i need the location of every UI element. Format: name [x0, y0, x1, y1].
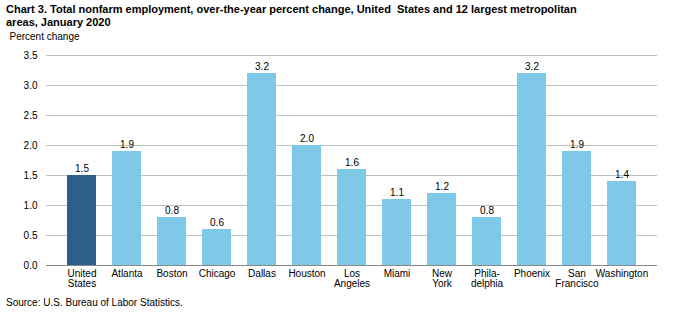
svg-text:UnitedStates: UnitedStates	[68, 268, 97, 289]
html-text:Source: U.S. Bureau of Labor S: Source: U.S. Bureau of Labor Statistics.	[6, 297, 183, 308]
svg-text:Boston: Boston	[156, 268, 187, 279]
svg-text:1.2: 1.2	[435, 181, 449, 192]
svg-text:Percent change: Percent change	[10, 31, 80, 42]
svg-text:Phoenix: Phoenix	[514, 268, 550, 279]
svg-text:Dallas: Dallas	[248, 268, 276, 279]
svg-text:1.9: 1.9	[570, 139, 584, 150]
svg-text:3.2: 3.2	[525, 61, 539, 72]
svg-text:1.5: 1.5	[24, 170, 38, 181]
svg-text:NewYork: NewYork	[432, 268, 453, 289]
svg-text:1.0: 1.0	[24, 200, 38, 211]
svg-text:2.0: 2.0	[24, 140, 38, 151]
html-text:areas, January 2020: areas, January 2020	[6, 16, 111, 28]
svg-text:Houston: Houston	[288, 268, 325, 279]
svg-text:0.5: 0.5	[24, 230, 38, 241]
svg-text:Miami: Miami	[384, 268, 411, 279]
svg-text:3.0: 3.0	[24, 80, 38, 91]
svg-text:0.6: 0.6	[210, 217, 224, 228]
svg-text:3.2: 3.2	[255, 61, 269, 72]
svg-text:1.9: 1.9	[120, 139, 134, 150]
svg-text:Chicago: Chicago	[199, 268, 236, 279]
svg-text:Atlanta: Atlanta	[111, 268, 143, 279]
svg-text:1.4: 1.4	[615, 169, 629, 180]
svg-text:1.5: 1.5	[75, 163, 89, 174]
svg-text:0.8: 0.8	[480, 205, 494, 216]
svg-text:1.6: 1.6	[345, 157, 359, 168]
svg-text:0.8: 0.8	[165, 205, 179, 216]
svg-text:2.0: 2.0	[300, 133, 314, 144]
svg-text:LosAngeles: LosAngeles	[334, 268, 370, 289]
svg-text:1.1: 1.1	[390, 187, 404, 198]
svg-text:Washington: Washington	[596, 268, 648, 279]
html-text:Chart 3. Total nonfarm employm: Chart 3. Total nonfarm employment, over-…	[6, 3, 577, 15]
svg-text:Phila-delphia: Phila-delphia	[471, 268, 504, 289]
svg-text:3.5: 3.5	[24, 50, 38, 61]
svg-text:SanFrancisco: SanFrancisco	[555, 268, 599, 289]
svg-text:0.0: 0.0	[24, 260, 38, 271]
svg-text:2.5: 2.5	[24, 110, 38, 121]
